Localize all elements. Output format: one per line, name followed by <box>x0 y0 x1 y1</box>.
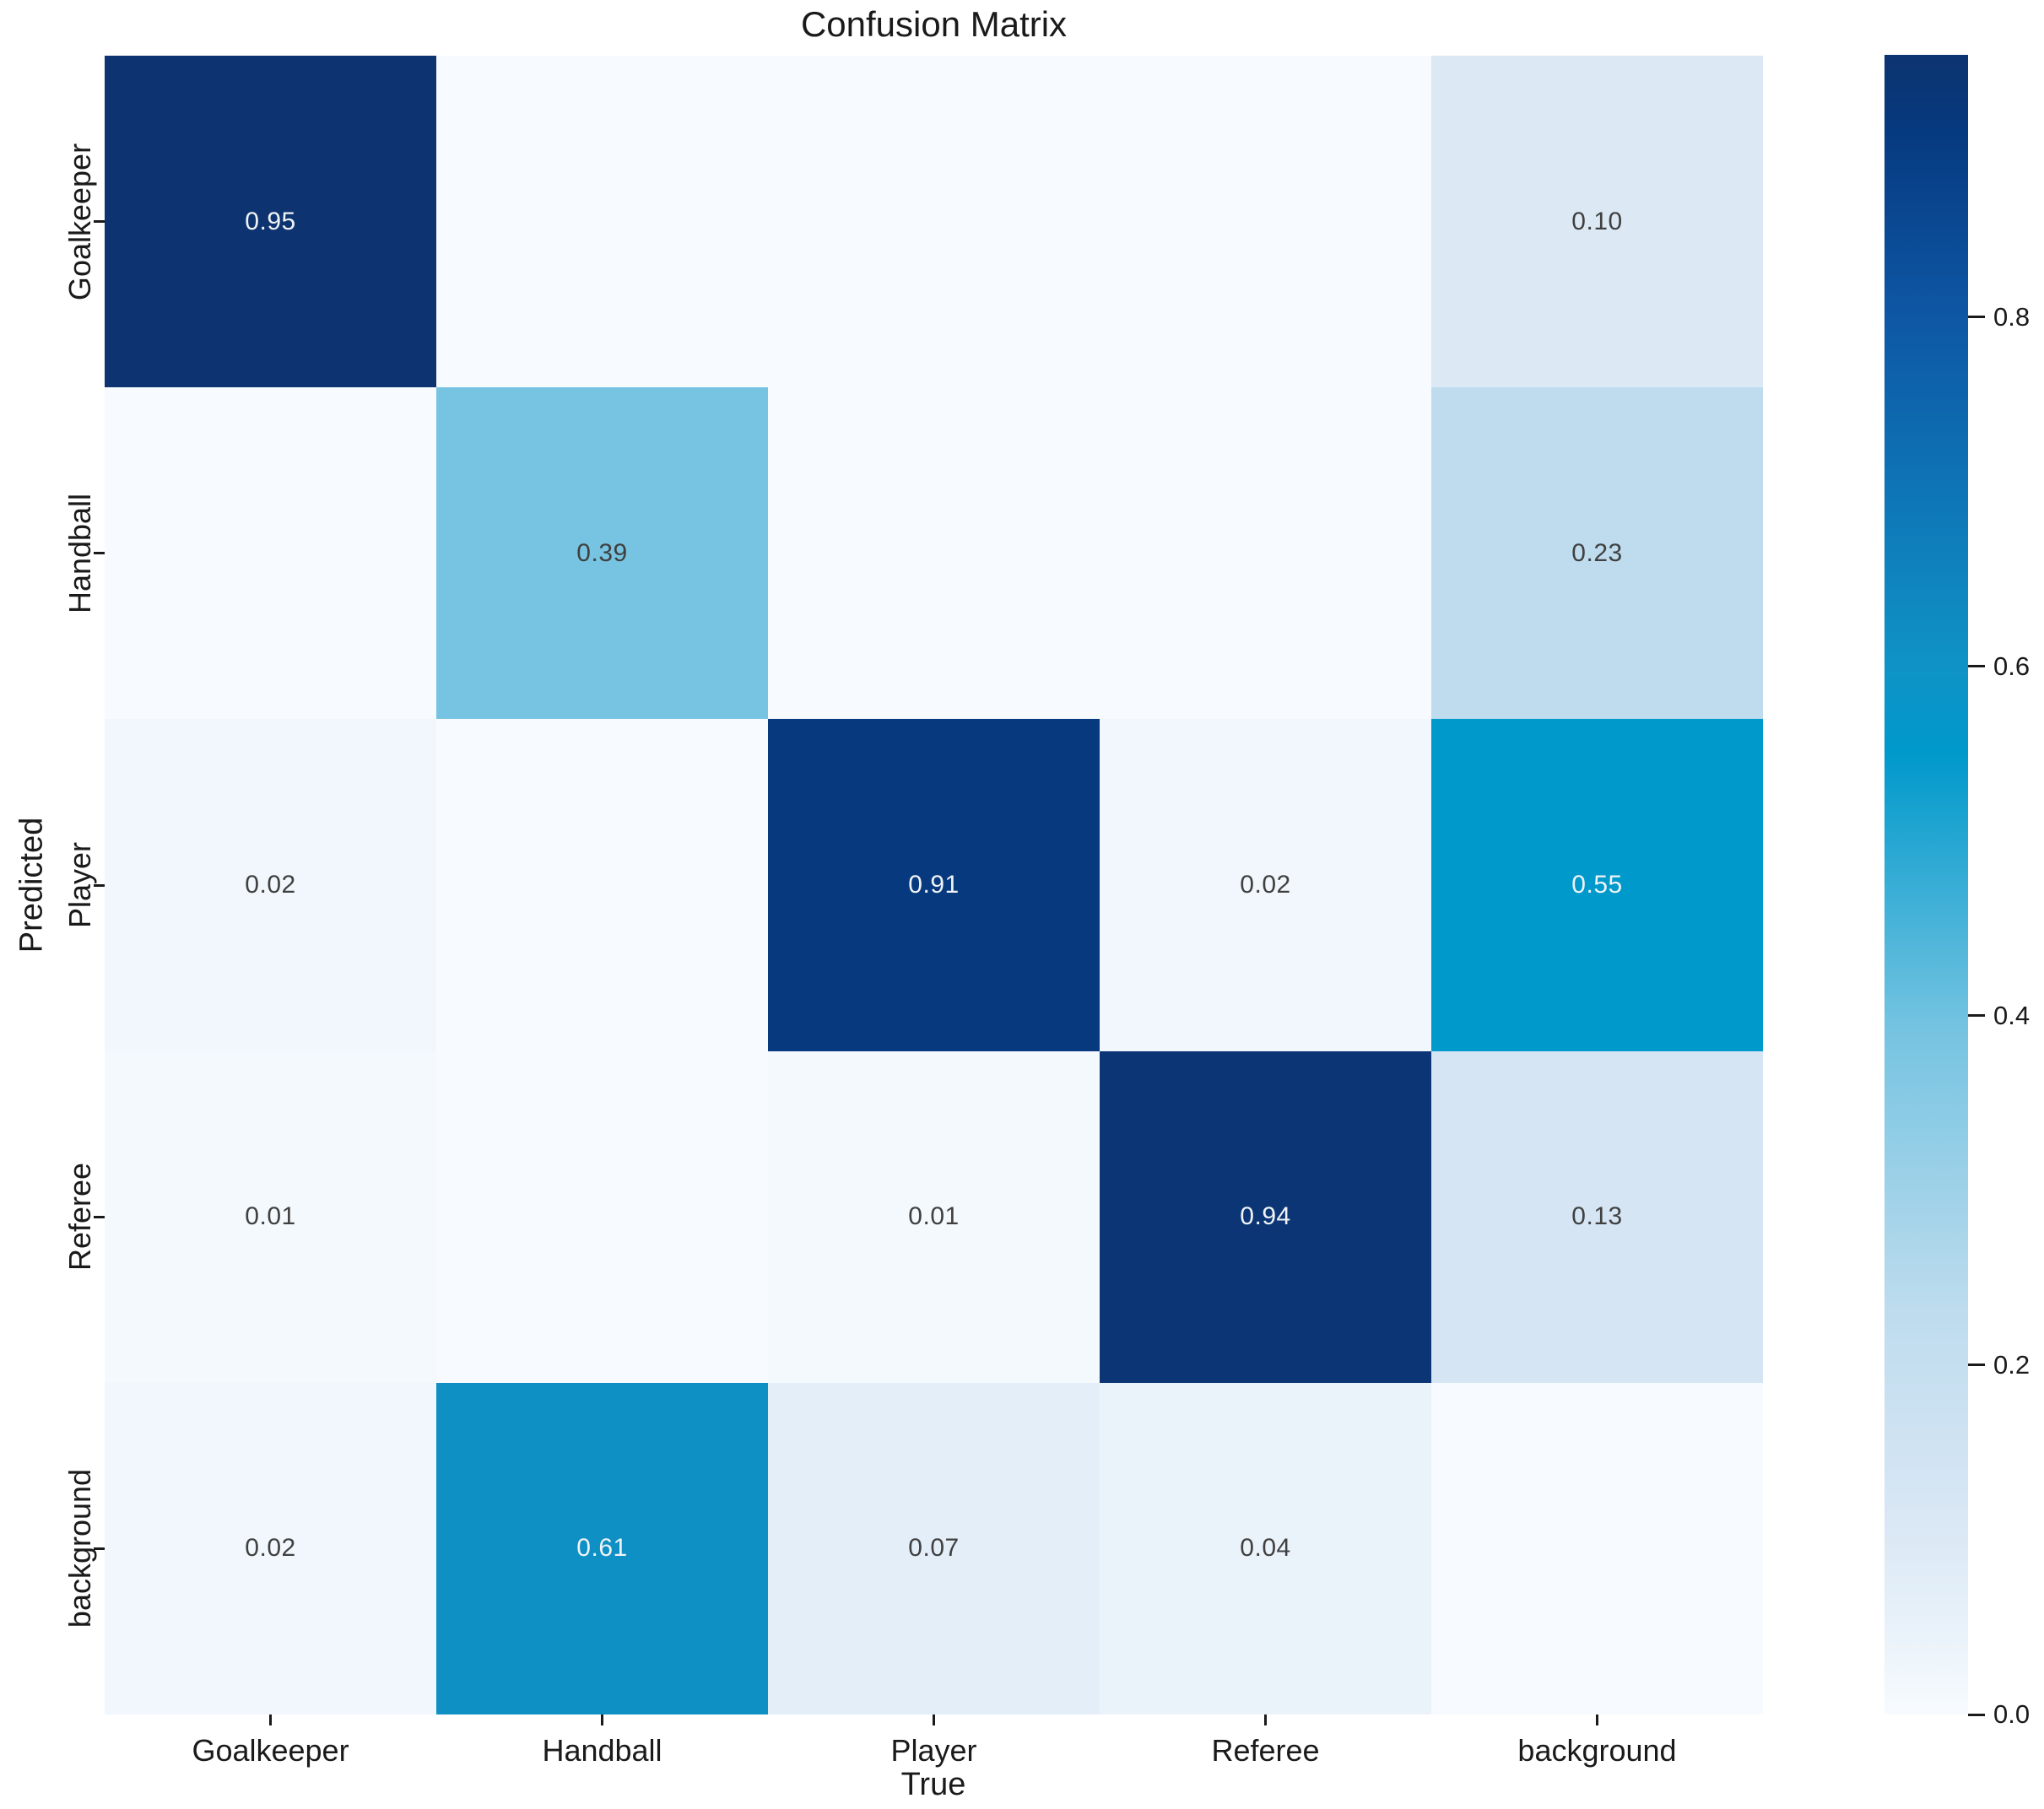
cell-value: 0.94 <box>1240 1202 1291 1231</box>
colorbar-tick-mark <box>1968 665 1985 668</box>
colorbar-tick-label: 0.8 <box>1993 301 2030 332</box>
colorbar-tick-label: 0.6 <box>1993 651 2030 681</box>
cell-value: 0.95 <box>245 207 296 235</box>
cell-value: 0.23 <box>1571 538 1623 567</box>
heatmap-cell-Handball-Referee <box>1100 387 1431 720</box>
colorbar-tick-mark <box>1968 1364 1985 1367</box>
heatmap-cell-background-Player: 0.07 <box>768 1382 1100 1714</box>
cell-value: 0.61 <box>576 1534 628 1563</box>
heatmap-cell-Goalkeeper-Player <box>768 56 1100 388</box>
x-tick-label-Goalkeeper: Goalkeeper <box>192 1733 349 1768</box>
heatmap-cell-Referee-Handball <box>436 1050 768 1383</box>
heatmap-cell-Handball-Player <box>768 387 1100 720</box>
heatmap-cell-Handball-Goalkeeper <box>105 387 436 720</box>
heatmap-cell-Goalkeeper-Goalkeeper: 0.95 <box>105 56 436 388</box>
y-tick-mark <box>94 1215 105 1218</box>
y-tick-label-Handball: Handball <box>62 493 97 613</box>
heatmap-cell-Referee-Player: 0.01 <box>768 1050 1100 1383</box>
cell-value: 0.02 <box>1240 870 1291 899</box>
colorbar <box>1884 55 1968 1714</box>
x-tick-label-Referee: Referee <box>1211 1733 1320 1768</box>
y-tick-mark <box>94 1547 105 1550</box>
y-tick-mark <box>94 220 105 224</box>
heatmap-cell-Handball-Handball: 0.39 <box>436 387 768 720</box>
heatmap-grid: 0.95 0.10 0.39 0.23 0.02 0.91 0.02 0.55 0.01 0.01… <box>105 56 1763 1714</box>
colorbar-tick-label: 0.0 <box>1993 1699 2030 1729</box>
heatmap-cell-background-Handball: 0.61 <box>436 1382 768 1714</box>
cell-value: 0.55 <box>1571 870 1623 899</box>
cell-value: 0.02 <box>245 870 296 899</box>
x-axis-label: True <box>900 1767 966 1802</box>
x-tick-label-background: background <box>1517 1733 1677 1768</box>
x-tick-label-Handball: Handball <box>542 1733 662 1768</box>
y-tick-mark <box>94 552 105 555</box>
cell-value: 0.91 <box>908 870 960 899</box>
heatmap-cell-Player-Goalkeeper: 0.02 <box>105 719 436 1051</box>
y-tick-label-background: background <box>62 1469 97 1628</box>
heatmap-cell-Handball-background: 0.23 <box>1431 387 1763 720</box>
heatmap-cell-Player-Referee: 0.02 <box>1100 719 1431 1051</box>
cell-value: 0.39 <box>576 538 628 567</box>
heatmap-cell-Player-background: 0.55 <box>1431 719 1763 1051</box>
heatmap-cell-background-background <box>1431 1382 1763 1714</box>
cell-value: 0.01 <box>245 1202 296 1231</box>
y-tick-mark <box>94 883 105 887</box>
x-tick-mark <box>269 1714 272 1725</box>
heatmap-cell-Goalkeeper-background: 0.10 <box>1431 56 1763 388</box>
colorbar-tick-mark <box>1968 1713 1985 1716</box>
cell-value: 0.04 <box>1240 1534 1291 1563</box>
x-tick-label-Player: Player <box>890 1733 977 1768</box>
heatmap-cell-Player-Player: 0.91 <box>768 719 1100 1051</box>
cell-value: 0.01 <box>908 1202 960 1231</box>
colorbar-tick-label: 0.2 <box>1993 1349 2030 1380</box>
colorbar-tick-mark <box>1968 316 1985 319</box>
cell-value: 0.10 <box>1571 207 1623 235</box>
heatmap-cell-Referee-Goalkeeper: 0.01 <box>105 1050 436 1383</box>
y-tick-label-Goalkeeper: Goalkeeper <box>62 143 97 300</box>
colorbar-tick-label: 0.4 <box>1993 1000 2030 1030</box>
cell-value: 0.07 <box>908 1534 960 1563</box>
heatmap-cell-Goalkeeper-Referee <box>1100 56 1431 388</box>
heatmap-cell-Referee-background: 0.13 <box>1431 1050 1763 1383</box>
heatmap-cell-Player-Handball <box>436 719 768 1051</box>
y-tick-label-Referee: Referee <box>62 1163 97 1272</box>
y-axis-label: Predicted <box>14 817 50 953</box>
x-tick-mark <box>933 1714 935 1725</box>
heatmap-cell-Referee-Referee: 0.94 <box>1100 1050 1431 1383</box>
chart-title: Confusion Matrix <box>800 4 1068 44</box>
x-tick-mark <box>601 1714 603 1725</box>
heatmap-cell-Goalkeeper-Handball <box>436 56 768 388</box>
x-tick-mark <box>1596 1714 1598 1725</box>
heatmap-cell-background-Referee: 0.04 <box>1100 1382 1431 1714</box>
x-tick-mark <box>1264 1714 1267 1725</box>
cell-value: 0.13 <box>1571 1202 1623 1231</box>
cell-value: 0.02 <box>245 1534 296 1563</box>
colorbar-tick-mark <box>1968 1014 1985 1018</box>
y-tick-label-Player: Player <box>62 841 97 929</box>
heatmap-cell-background-Goalkeeper: 0.02 <box>105 1382 436 1714</box>
